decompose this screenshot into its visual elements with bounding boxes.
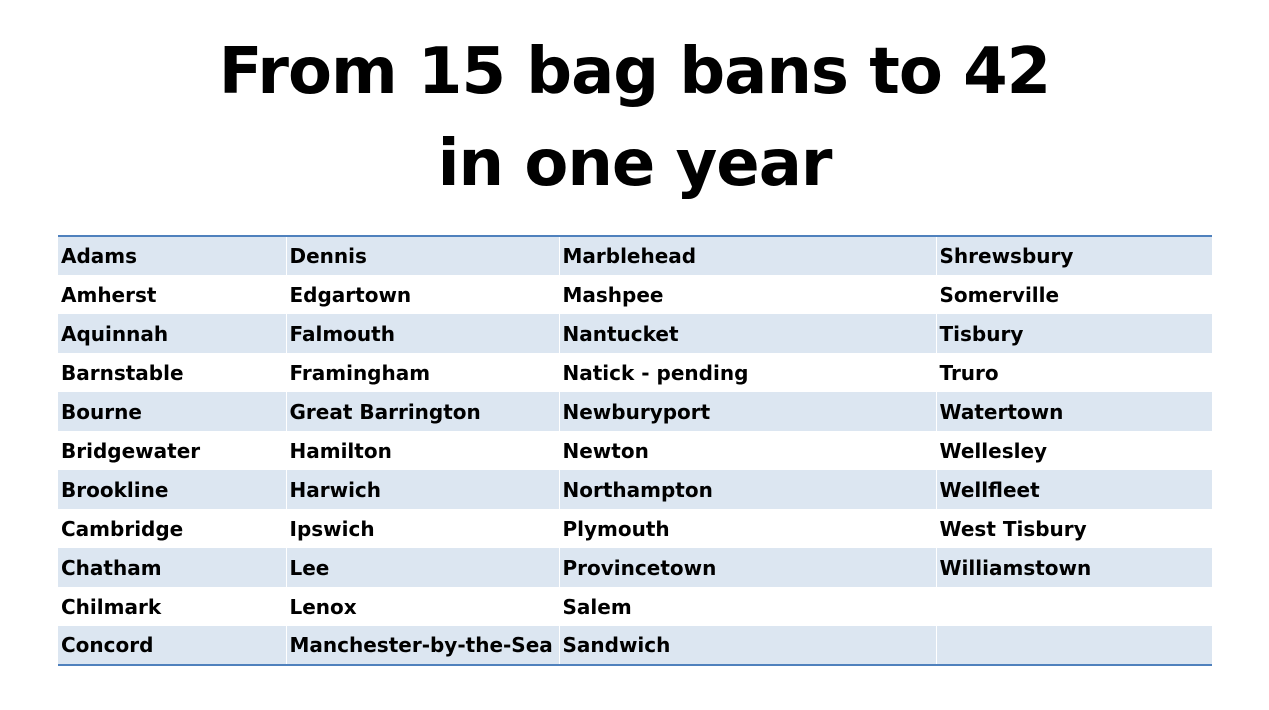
- town-cell: Truro: [935, 353, 1212, 392]
- town-cell: Lenox: [285, 587, 559, 626]
- empty-cell: [935, 587, 1212, 626]
- town-cell: Mashpee: [558, 275, 936, 314]
- empty-cell: [935, 626, 1212, 665]
- town-cell: Williamstown: [935, 548, 1212, 587]
- town-cell: Ipswich: [285, 509, 559, 548]
- town-cell: Bridgewater: [58, 431, 286, 470]
- town-cell: Dennis: [285, 236, 559, 275]
- title-line-2: in one year: [437, 127, 833, 201]
- table-row: Adams Dennis Marblehead Shrewsbury: [58, 236, 1212, 275]
- town-cell: Bourne: [58, 392, 286, 431]
- table-row: Brookline Harwich Northampton Wellfleet: [58, 470, 1212, 509]
- town-cell: Aquinnah: [58, 314, 286, 353]
- town-cell: Sandwich: [558, 626, 936, 665]
- slide-title: From 15 bag bans to 42 in one year: [0, 26, 1269, 210]
- table-row: Bridgewater Hamilton Newton Wellesley: [58, 431, 1212, 470]
- table-row: Aquinnah Falmouth Nantucket Tisbury: [58, 314, 1212, 353]
- table-row: Chilmark Lenox Salem: [58, 587, 1212, 626]
- table-row: Cambridge Ipswich Plymouth West Tisbury: [58, 509, 1212, 548]
- town-cell: Edgartown: [285, 275, 559, 314]
- town-cell: Amherst: [58, 275, 286, 314]
- town-cell: Barnstable: [58, 353, 286, 392]
- town-cell: Newburyport: [558, 392, 936, 431]
- town-cell: Tisbury: [935, 314, 1212, 353]
- table-row: Chatham Lee Provincetown Williamstown: [58, 548, 1212, 587]
- town-cell: Lee: [285, 548, 559, 587]
- town-cell: Framingham: [285, 353, 559, 392]
- town-cell: Adams: [58, 236, 286, 275]
- town-cell: Nantucket: [558, 314, 936, 353]
- town-cell: Salem: [558, 587, 936, 626]
- town-cell: Brookline: [58, 470, 286, 509]
- town-cell: Cambridge: [58, 509, 286, 548]
- table-row: Amherst Edgartown Mashpee Somerville: [58, 275, 1212, 314]
- town-cell: Chilmark: [58, 587, 286, 626]
- town-cell: Great Barrington: [285, 392, 559, 431]
- title-line-1: From 15 bag bans to 42: [218, 35, 1051, 109]
- table-row: Barnstable Framingham Natick - pending T…: [58, 353, 1212, 392]
- town-cell: Watertown: [935, 392, 1212, 431]
- town-cell: Plymouth: [558, 509, 936, 548]
- town-cell: Hamilton: [285, 431, 559, 470]
- town-cell: Falmouth: [285, 314, 559, 353]
- town-cell: Somerville: [935, 275, 1212, 314]
- town-cell: West Tisbury: [935, 509, 1212, 548]
- town-cell: Concord: [58, 626, 286, 665]
- town-cell: Wellfleet: [935, 470, 1212, 509]
- table-row: Concord Manchester-by-the-Sea Sandwich: [58, 626, 1212, 665]
- town-cell: Chatham: [58, 548, 286, 587]
- town-cell: Newton: [558, 431, 936, 470]
- towns-table: Adams Dennis Marblehead Shrewsbury Amher…: [58, 235, 1212, 666]
- town-cell: Northampton: [558, 470, 936, 509]
- town-cell: Marblehead: [558, 236, 936, 275]
- town-cell: Provincetown: [558, 548, 936, 587]
- town-cell: Shrewsbury: [935, 236, 1212, 275]
- table-row: Bourne Great Barrington Newburyport Wate…: [58, 392, 1212, 431]
- town-cell: Natick - pending: [558, 353, 936, 392]
- town-cell: Harwich: [285, 470, 559, 509]
- town-cell: Manchester-by-the-Sea: [285, 626, 559, 665]
- town-cell: Wellesley: [935, 431, 1212, 470]
